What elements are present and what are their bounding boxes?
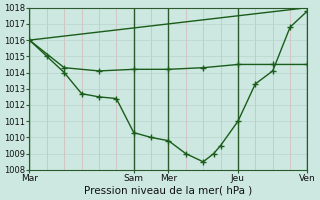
X-axis label: Pression niveau de la mer( hPa ): Pression niveau de la mer( hPa ) bbox=[84, 186, 252, 196]
